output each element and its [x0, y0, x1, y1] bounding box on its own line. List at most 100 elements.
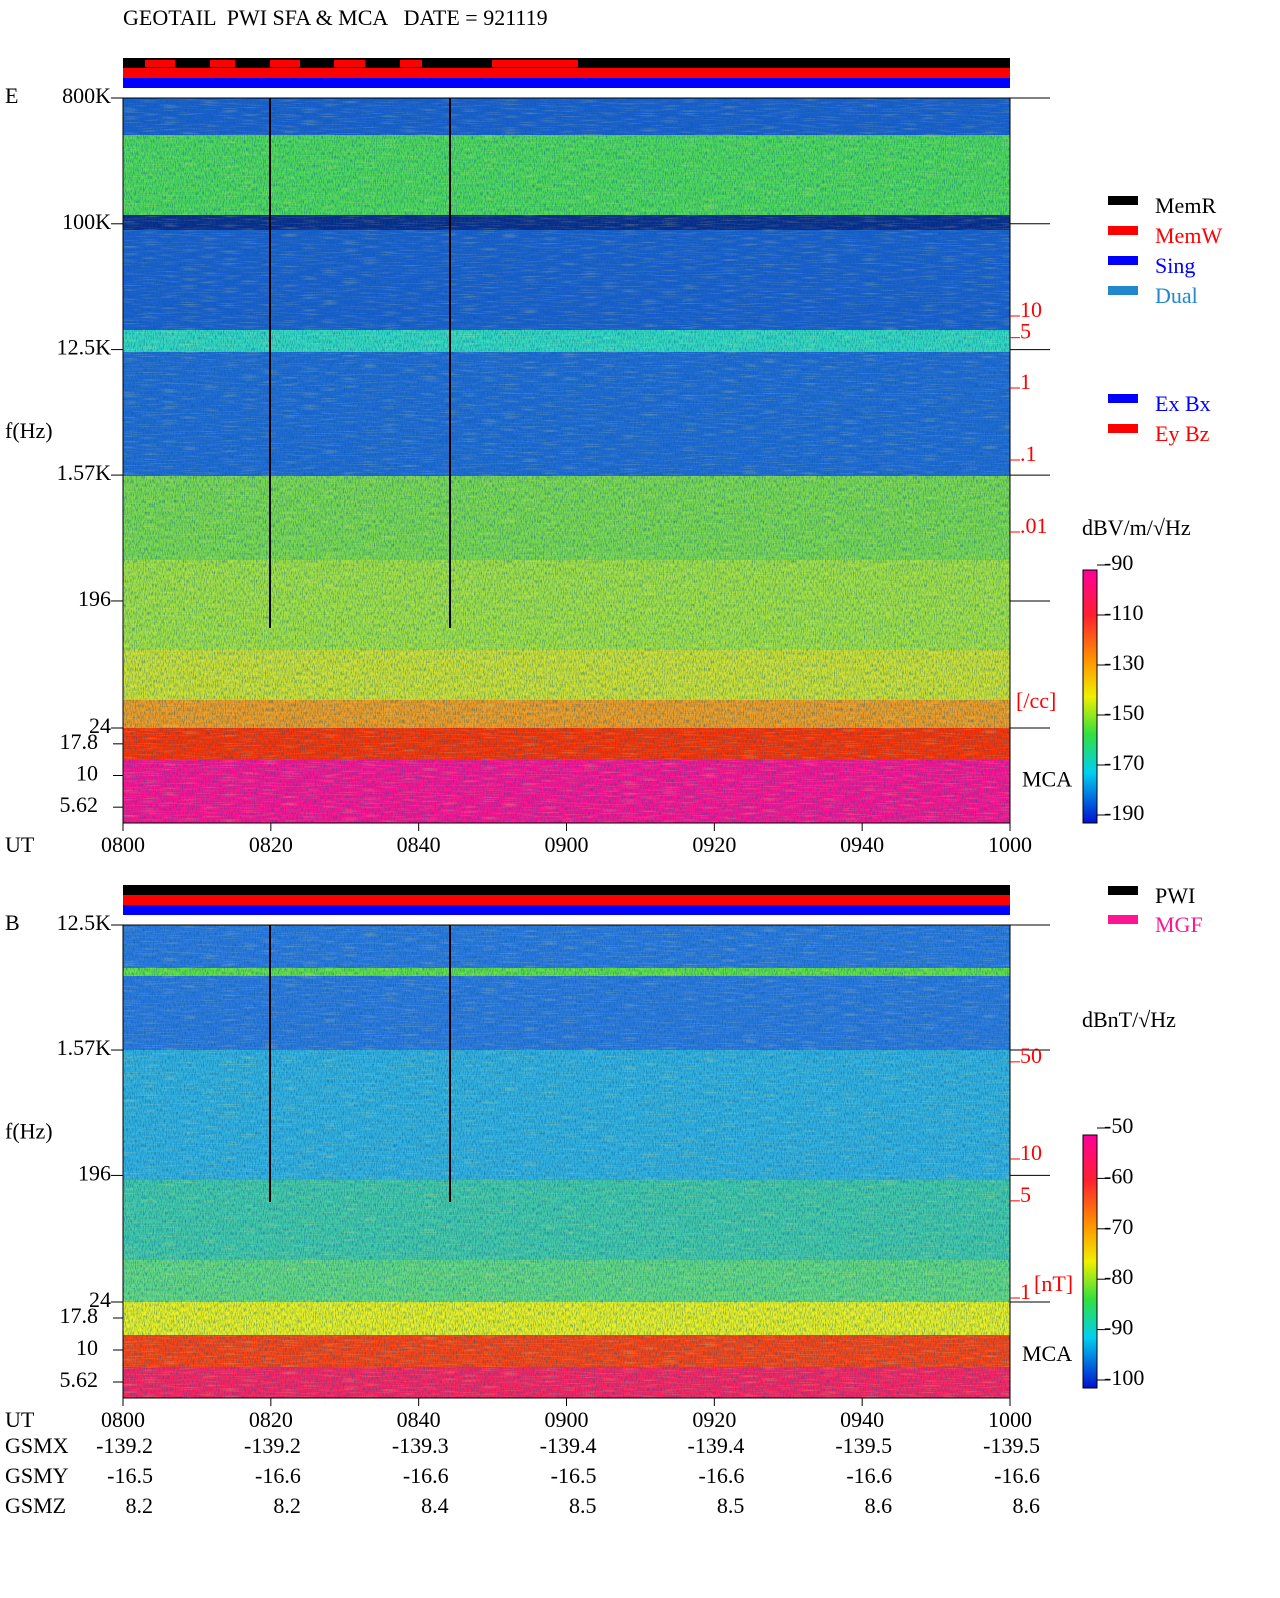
mca-tick-label: 17.8 [60, 729, 99, 754]
right-tick-label: .1 [1020, 441, 1037, 466]
orbit-value: 8.6 [865, 1493, 893, 1518]
status-segment [145, 60, 175, 67]
spectrogram-texture [123, 98, 1010, 823]
orbit-value: -16.6 [255, 1463, 301, 1488]
x-tick-label: 0940 [840, 1407, 884, 1432]
x-axis-label: UT [5, 832, 35, 857]
colorbar-tick-label: -110 [1104, 600, 1144, 625]
y-tick-label: 12.5K [57, 910, 112, 935]
orbit-value: -16.5 [551, 1463, 597, 1488]
status-bar [123, 68, 1010, 78]
plot-frame [122, 924, 1011, 1399]
mca-label: MCA [1022, 767, 1072, 792]
colorbar-tick-label: -100 [1104, 1365, 1144, 1390]
legend-swatch [1108, 226, 1138, 235]
orbit-value: -16.5 [107, 1463, 153, 1488]
right-tick-label: .01 [1020, 513, 1048, 538]
legend-label: MGF [1155, 912, 1203, 937]
y-tick-label: 196 [78, 1160, 111, 1185]
x-tick-label: 1000 [988, 832, 1032, 857]
right-tick-label: 5 [1020, 1182, 1031, 1207]
orbit-value: -139.3 [392, 1433, 449, 1458]
legend-label: Ey Bz [1155, 421, 1210, 446]
legend-label: PWI [1155, 883, 1195, 908]
legend-swatch [1108, 424, 1138, 433]
mca-tick-label: 5.62 [60, 1367, 99, 1392]
colorbar-tick-label: -70 [1104, 1214, 1133, 1239]
status-segment [270, 60, 300, 67]
component-label: E [5, 83, 18, 108]
y-tick-label: 24 [89, 713, 111, 738]
orbit-value: -16.6 [403, 1463, 449, 1488]
y-tick-label: 12.5K [57, 335, 112, 360]
status-segment [492, 60, 578, 67]
x-tick-label: 0840 [397, 1407, 441, 1432]
orbit-value: 8.6 [1013, 1493, 1041, 1518]
y-tick-label: 1.57K [57, 1035, 112, 1060]
x-tick-label: 0900 [545, 1407, 589, 1432]
y-tick-label: 1.57K [57, 460, 112, 485]
orbit-value: -16.6 [699, 1463, 745, 1488]
y-axis-label: f(Hz) [5, 418, 53, 443]
colorbar-unit: dBV/m/√Hz [1082, 515, 1191, 540]
mca-label: MCA [1022, 1341, 1072, 1366]
x-axis-label: UT [5, 1407, 35, 1432]
y-tick-label: 196 [78, 586, 111, 611]
right-tick-label: 10 [1020, 297, 1042, 322]
orbit-value: -139.4 [688, 1433, 745, 1458]
right-axis-unit: [nT] [1034, 1271, 1073, 1296]
orbit-value: -139.4 [540, 1433, 597, 1458]
mca-tick-label: 5.62 [60, 792, 99, 817]
colorbar-tick-label: -90 [1104, 550, 1133, 575]
right-tick-label: 5 [1020, 319, 1031, 344]
colorbar-tick-label: -190 [1104, 800, 1144, 825]
colorbar-tick-label: -50 [1104, 1113, 1133, 1138]
mca-tick-label: 17.8 [60, 1303, 99, 1328]
colorbar-tick-label: -130 [1104, 650, 1144, 675]
y-axis-label: f(Hz) [5, 1119, 53, 1144]
orbit-value: 8.5 [717, 1493, 745, 1518]
status-bar [123, 905, 1010, 915]
orbit-value: -16.6 [846, 1463, 892, 1488]
orbit-value: -139.5 [835, 1433, 892, 1458]
orbit-value: -139.2 [96, 1433, 153, 1458]
right-tick-label: 50 [1020, 1043, 1042, 1068]
legend-swatch [1108, 394, 1138, 403]
right-tick-label: 1 [1020, 1279, 1031, 1304]
colorbar-tick-label: -90 [1104, 1315, 1133, 1340]
colorbar-tick-label: -170 [1104, 750, 1144, 775]
legend-label: Ex Bx [1155, 391, 1211, 416]
y-tick-label: 24 [89, 1287, 111, 1312]
x-tick-label: 0900 [545, 832, 589, 857]
orbit-value: -139.2 [244, 1433, 301, 1458]
colorbar-unit: dBnT/√Hz [1082, 1007, 1176, 1032]
orbit-label: GSMZ [5, 1493, 66, 1518]
y-tick-label: 800K [62, 83, 111, 108]
legend-label: Dual [1155, 283, 1198, 308]
orbit-value: -16.6 [994, 1463, 1040, 1488]
legend-swatch [1108, 256, 1138, 265]
x-tick-label: 0940 [840, 832, 884, 857]
legend-swatch [1108, 886, 1138, 895]
colorbar [1082, 1134, 1098, 1389]
x-tick-label: 0820 [249, 832, 293, 857]
x-tick-label: 0920 [692, 1407, 736, 1432]
legend-swatch [1108, 286, 1138, 295]
status-segment [210, 60, 235, 67]
right-axis-unit: [/cc] [1016, 688, 1056, 713]
y-tick-label: 100K [62, 209, 111, 234]
right-tick-label: 10 [1020, 1140, 1042, 1165]
orbit-value: -139.5 [983, 1433, 1040, 1458]
x-tick-label: 1000 [988, 1407, 1032, 1432]
colorbar-tick-label: -80 [1104, 1264, 1133, 1289]
orbit-value: 8.5 [569, 1493, 597, 1518]
x-tick-label: 0840 [397, 832, 441, 857]
figure-title: GEOTAIL PWI SFA & MCA DATE = 921119 [123, 5, 548, 30]
orbit-label: GSMY [5, 1463, 69, 1488]
orbit-value: 8.4 [421, 1493, 449, 1518]
legend-label: Sing [1155, 253, 1195, 278]
x-tick-label: 0820 [249, 1407, 293, 1432]
colorbar [1082, 569, 1098, 824]
